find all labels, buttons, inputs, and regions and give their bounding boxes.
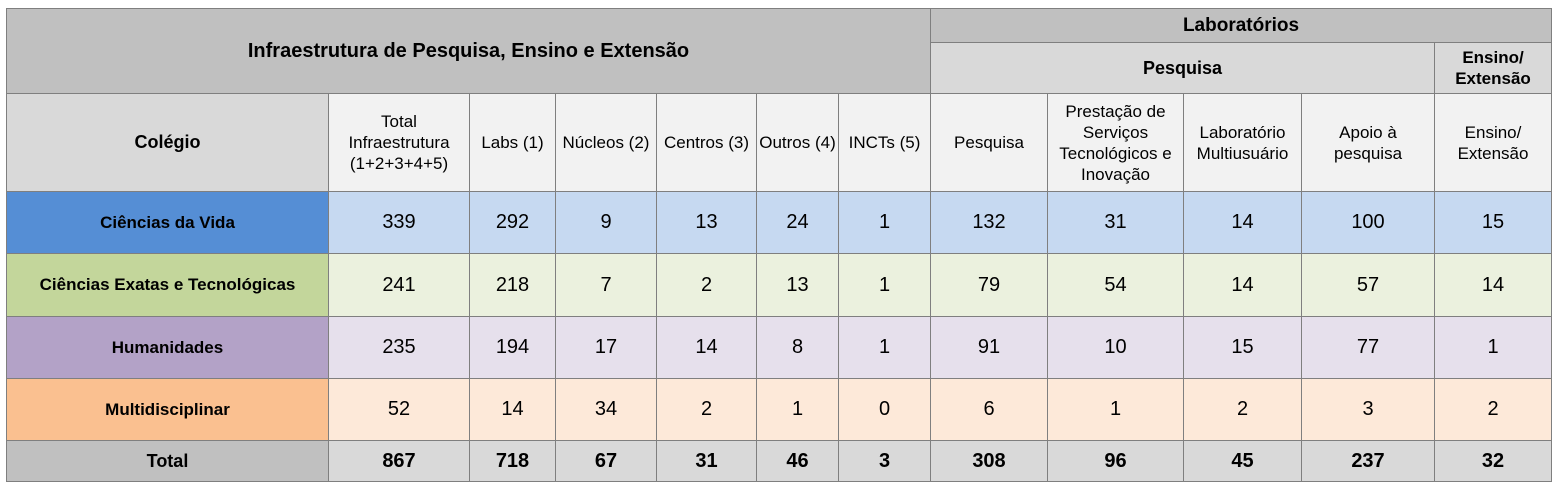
- table-cell: 1: [1047, 378, 1184, 441]
- table-cell: 6: [930, 378, 1048, 441]
- column-header: Apoio à pesquisa: [1301, 93, 1435, 192]
- column-header: Labs (1): [469, 93, 556, 192]
- table-cell: 8: [756, 316, 839, 379]
- table-cell: 218: [469, 253, 556, 317]
- table-cell: 14: [1433, 253, 1553, 317]
- total-row: Total 867 718 67 31 46 3 308 96 45 237 3…: [6, 440, 1553, 482]
- table-cell: 1: [838, 253, 931, 317]
- table-cell: 2: [656, 378, 757, 441]
- table-cell: 194: [469, 316, 556, 379]
- column-header: Centros (3): [656, 93, 757, 192]
- column-header: Total Infraestrutura (1+2+3+4+5): [328, 93, 470, 192]
- table-cell: 2: [1433, 378, 1553, 441]
- table-cell: 15: [1433, 191, 1553, 254]
- column-header: Pesquisa: [930, 93, 1048, 192]
- column-header: Núcleos (2): [555, 93, 657, 192]
- pesquisa-group-header: Pesquisa: [930, 42, 1435, 94]
- table-cell: 17: [555, 316, 657, 379]
- laboratorios-header: Laboratórios: [929, 8, 1553, 43]
- infrastructure-table: Infraestrutura de Pesquisa, Ensino e Ext…: [6, 8, 1553, 482]
- table-cell: 15: [1183, 316, 1302, 379]
- table-cell: 79: [930, 253, 1048, 317]
- table-cell: 132: [930, 191, 1048, 254]
- total-cell: 46: [756, 440, 839, 482]
- table-cell: 10: [1047, 316, 1184, 379]
- table-cell: 235: [328, 316, 470, 379]
- table-row: Ciências Exatas e Tecnológicas 241 218 7…: [6, 253, 1553, 317]
- table-cell: 2: [1183, 378, 1302, 441]
- table-cell: 339: [328, 191, 470, 254]
- table-cell: 9: [555, 191, 657, 254]
- table-cell: 241: [328, 253, 470, 317]
- table-cell: 24: [756, 191, 839, 254]
- table-row: Multidisciplinar 52 14 34 2 1 0 6 1 2 3 …: [6, 378, 1553, 441]
- table-cell: 13: [756, 253, 839, 317]
- table-cell: 100: [1301, 191, 1435, 254]
- table-cell: 14: [656, 316, 757, 379]
- column-header: Laboratório Multiusuário: [1183, 93, 1302, 192]
- table-cell: 57: [1301, 253, 1435, 317]
- table-cell: 14: [1183, 191, 1302, 254]
- total-cell: 96: [1047, 440, 1184, 482]
- column-header: INCTs (5): [838, 93, 931, 192]
- table-cell: 1: [756, 378, 839, 441]
- table-cell: 14: [469, 378, 556, 441]
- total-cell: 3: [838, 440, 931, 482]
- row-label-ciencias-da-vida: Ciências da Vida: [6, 191, 329, 254]
- table-cell: 3: [1301, 378, 1435, 441]
- table-cell: 1: [838, 191, 931, 254]
- table-cell: 7: [555, 253, 657, 317]
- table-row: Ciências da Vida 339 292 9 13 24 1 132 3…: [6, 191, 1553, 254]
- table-cell: 2: [656, 253, 757, 317]
- total-cell: 32: [1433, 440, 1553, 482]
- table-cell: 31: [1047, 191, 1184, 254]
- colegio-header: Colégio: [6, 93, 329, 192]
- table-cell: 13: [656, 191, 757, 254]
- table-cell: 0: [838, 378, 931, 441]
- table-cell: 1: [838, 316, 931, 379]
- ensino-group-header: Ensino/ Extensão: [1433, 42, 1553, 94]
- row-label-multidisciplinar: Multidisciplinar: [6, 378, 329, 441]
- total-cell: 31: [656, 440, 757, 482]
- column-header: Outros (4): [756, 93, 839, 192]
- table-row: Humanidades 235 194 17 14 8 1 91 10 15 7…: [6, 316, 1553, 379]
- table-title: Infraestrutura de Pesquisa, Ensino e Ext…: [6, 8, 931, 94]
- total-cell: 45: [1183, 440, 1302, 482]
- table-cell: 77: [1301, 316, 1435, 379]
- total-cell: 237: [1301, 440, 1435, 482]
- total-cell: 718: [469, 440, 556, 482]
- table-cell: 54: [1047, 253, 1184, 317]
- table-cell: 1: [1433, 316, 1553, 379]
- column-header: Ensino/ Extensão: [1433, 93, 1553, 192]
- total-cell: 308: [930, 440, 1048, 482]
- table-cell: 34: [555, 378, 657, 441]
- total-label: Total: [6, 440, 329, 482]
- table-cell: 52: [328, 378, 470, 441]
- table-cell: 91: [930, 316, 1048, 379]
- table-cell: 14: [1183, 253, 1302, 317]
- total-cell: 67: [555, 440, 657, 482]
- row-label-humanidades: Humanidades: [6, 316, 329, 379]
- total-cell: 867: [328, 440, 470, 482]
- column-header: Prestação de Serviços Tecnológicos e Ino…: [1047, 93, 1184, 192]
- table-cell: 292: [469, 191, 556, 254]
- row-label-ciencias-exatas: Ciências Exatas e Tecnológicas: [6, 253, 329, 317]
